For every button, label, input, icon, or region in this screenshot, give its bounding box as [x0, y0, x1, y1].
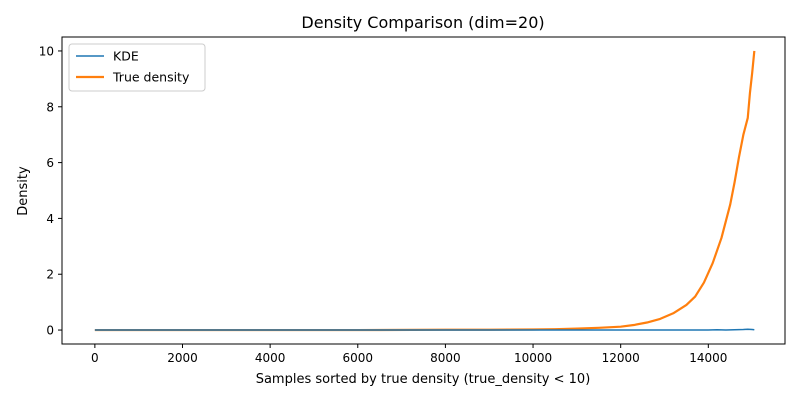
y-axis-label: Density [16, 166, 31, 216]
plot-area [61, 36, 786, 345]
series-layer [94, 50, 756, 332]
x-axis-label: Samples sorted by true density (true_den… [256, 372, 591, 387]
x-tick-label: 6000 [342, 351, 373, 365]
plot-frame [61, 36, 786, 345]
x-tick-label: 14000 [689, 351, 727, 365]
series-line-true-density [94, 50, 756, 332]
x-tick-label: 0 [91, 351, 99, 365]
x-tick-label: 8000 [430, 351, 461, 365]
y-tick-label: 2 [46, 268, 54, 282]
y-tick-label: 6 [46, 156, 54, 170]
chart-title: Density Comparison (dim=20) [301, 13, 544, 32]
legend: KDE True density [68, 43, 206, 92]
y-tick-label: 0 [46, 324, 54, 338]
y-tick-label: 8 [46, 100, 54, 114]
x-tick-label: 4000 [255, 351, 286, 365]
x-tick-label: 10000 [514, 351, 552, 365]
y-axis-ticks: 0 2 4 6 8 10 [39, 44, 62, 338]
x-tick-label: 2000 [167, 351, 198, 365]
legend-label-kde: KDE [113, 49, 139, 64]
legend-label-true-density: True density [112, 70, 190, 85]
y-tick-label: 4 [46, 212, 54, 226]
series-line-kde [94, 328, 755, 331]
x-axis-ticks: 0 2000 4000 6000 8000 10000 12000 14000 [91, 344, 727, 365]
y-tick-label: 10 [39, 44, 54, 58]
x-tick-label: 12000 [602, 351, 640, 365]
